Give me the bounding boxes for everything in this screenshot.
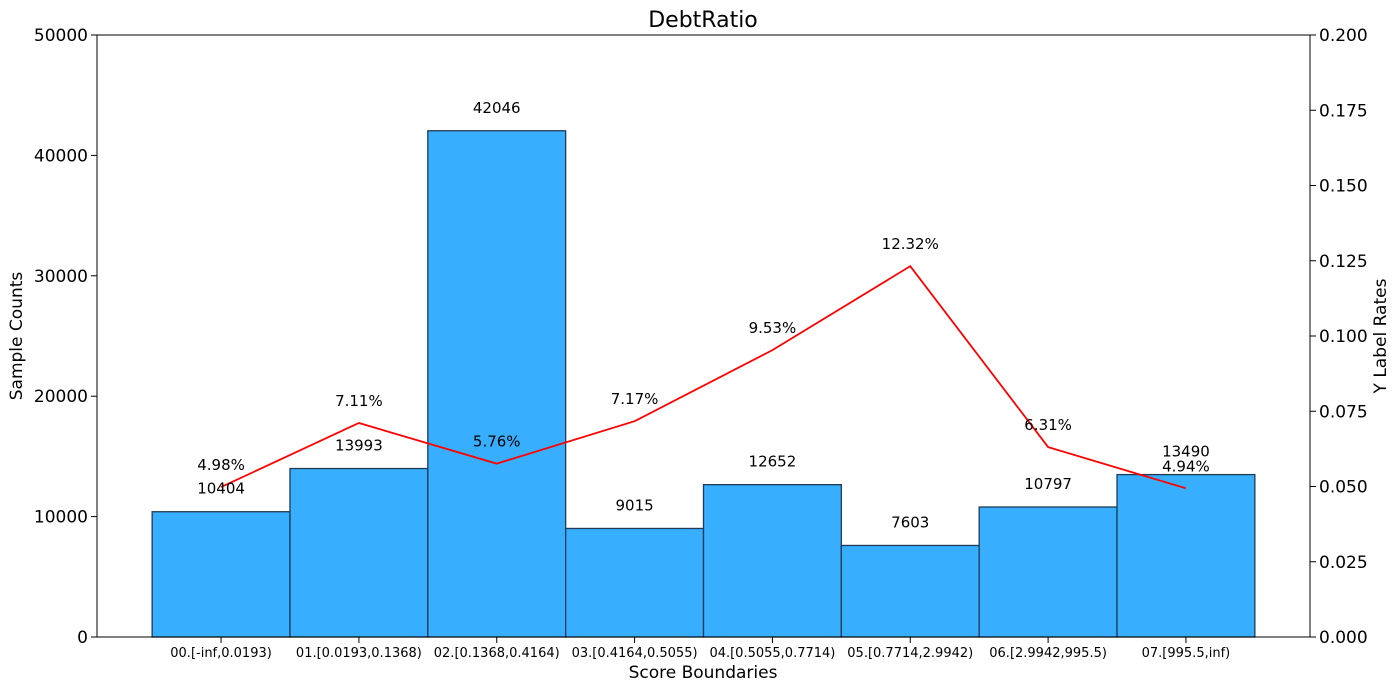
y-left-tick-label-1: 10000 bbox=[34, 508, 88, 528]
y-right-tick-label-2: 0.050 bbox=[1319, 478, 1368, 498]
axes-layer: 0 10000 20000 30000 40000 50000 0.000 0.025 0.05… bbox=[34, 26, 1368, 661]
chart-title: DebtRatio bbox=[648, 8, 758, 33]
y-left-tick-label-5: 50000 bbox=[34, 26, 88, 46]
y-right-tick-label-7: 0.175 bbox=[1319, 101, 1368, 121]
x-tick-label-7: 07.[995.5,inf) bbox=[1142, 646, 1231, 661]
y-right-tick-label-5: 0.125 bbox=[1319, 252, 1368, 272]
x-tick-label-1: 01.[0.0193,0.1368) bbox=[296, 646, 422, 661]
bar-1 bbox=[289, 467, 429, 638]
rate-value-label-4: 9.53% bbox=[749, 319, 797, 337]
y-axis-right-title: Y Label Rates bbox=[1371, 278, 1391, 394]
rate-value-label-2: 5.76% bbox=[473, 433, 521, 451]
rate-value-label-6: 6.31% bbox=[1024, 416, 1072, 434]
x-tick-label-0: 00.[-inf,0.0193) bbox=[170, 646, 272, 661]
x-axis-title: Score Boundaries bbox=[629, 663, 778, 683]
rate-value-label-1: 7.11% bbox=[335, 392, 383, 410]
x-tick-label-3: 03.[0.4164,0.5055) bbox=[572, 646, 698, 661]
bars-layer bbox=[151, 130, 1256, 638]
bar-5 bbox=[840, 544, 980, 638]
bar-2 bbox=[427, 130, 567, 638]
bar-0 bbox=[151, 511, 291, 638]
bar-4 bbox=[702, 484, 842, 638]
rate-value-label-3: 7.17% bbox=[611, 390, 659, 408]
y-right-tick-label-3: 0.075 bbox=[1319, 402, 1368, 422]
rate-line bbox=[220, 264, 1187, 490]
y-axis-left-title: Sample Counts bbox=[7, 272, 27, 401]
rate-value-label-0: 4.98% bbox=[197, 456, 245, 474]
bar-value-label-0: 10404 bbox=[197, 480, 245, 498]
y-left-tick-label-3: 30000 bbox=[34, 267, 88, 287]
bar-value-label-1: 13993 bbox=[335, 437, 383, 455]
y-left-tick-label-4: 40000 bbox=[34, 146, 88, 166]
rate-value-label-7: 4.94% bbox=[1162, 457, 1210, 475]
x-tick-label-5: 05.[0.7714,2.9942) bbox=[847, 646, 973, 661]
x-tick-label-6: 06.[2.9942,995.5) bbox=[989, 646, 1107, 661]
bar-value-label-7: 13490 bbox=[1162, 443, 1210, 461]
y-left-tick-label-2: 20000 bbox=[34, 387, 88, 407]
bar-7 bbox=[1116, 473, 1256, 638]
rate-line-layer bbox=[220, 264, 1187, 490]
bar-value-label-3: 9015 bbox=[615, 496, 653, 514]
bar-6 bbox=[978, 506, 1118, 638]
bar-value-label-2: 42046 bbox=[473, 99, 521, 117]
bar-value-label-4: 12652 bbox=[749, 453, 797, 471]
y-right-tick-label-1: 0.025 bbox=[1319, 553, 1368, 573]
x-tick-label-4: 04.[0.5055,0.7714) bbox=[709, 646, 835, 661]
bar-value-label-5: 7603 bbox=[891, 513, 929, 531]
y-right-tick-label-4: 0.100 bbox=[1319, 327, 1368, 347]
x-tick-label-2: 02.[0.1368,0.4164) bbox=[434, 646, 560, 661]
y-right-tick-label-0: 0.000 bbox=[1319, 628, 1368, 648]
bar-value-label-6: 10797 bbox=[1024, 475, 1072, 493]
y-left-tick-label-0: 0 bbox=[77, 628, 88, 648]
y-right-tick-label-6: 0.150 bbox=[1319, 177, 1368, 197]
data-labels-layer: 104041399342046901512652760310797134904.… bbox=[197, 99, 1210, 532]
bar-3 bbox=[565, 527, 705, 638]
y-right-tick-label-8: 0.200 bbox=[1319, 26, 1368, 46]
rate-value-label-5: 12.32% bbox=[882, 235, 939, 253]
